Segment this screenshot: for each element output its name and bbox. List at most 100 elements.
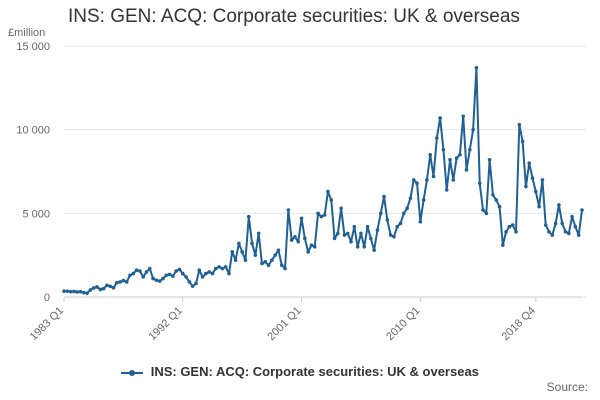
data-point[interactable] [507,224,512,229]
data-point[interactable] [468,147,472,152]
data-point[interactable] [220,266,225,271]
data-point[interactable] [237,241,241,246]
data-point[interactable] [167,272,172,277]
data-point[interactable] [322,213,327,217]
data-point[interactable] [435,136,439,140]
data-point[interactable] [197,268,202,273]
data-point[interactable] [484,211,489,216]
data-point[interactable] [266,263,271,268]
data-point[interactable] [217,265,221,269]
data-point[interactable] [494,198,499,202]
data-point[interactable] [174,269,178,273]
data-point[interactable] [428,152,433,157]
data-point[interactable] [510,223,515,227]
data-point[interactable] [451,178,456,182]
data-point[interactable] [385,218,390,222]
data-point[interactable] [319,214,324,219]
data-point[interactable] [378,211,383,216]
data-point[interactable] [233,258,238,262]
data-point[interactable] [289,238,294,242]
data-point[interactable] [213,266,218,271]
data-point[interactable] [98,287,103,292]
data-point[interactable] [108,284,112,289]
data-point[interactable] [332,236,337,241]
legend[interactable]: INS: GEN: ACQ: Corporate securities: UK … [0,364,600,379]
data-point[interactable] [303,236,307,241]
data-point[interactable] [553,221,558,226]
data-point[interactable] [138,269,142,273]
data-point[interactable] [580,208,584,212]
data-point[interactable] [134,268,139,273]
data-point[interactable] [270,258,274,262]
data-point[interactable] [144,270,149,274]
data-point[interactable] [550,233,555,237]
data-point[interactable] [481,208,485,212]
data-point[interactable] [359,231,363,236]
data-point[interactable] [501,243,505,247]
data-point[interactable] [398,221,403,226]
data-point[interactable] [171,274,175,278]
data-point[interactable] [151,276,155,281]
data-point[interactable] [263,260,268,264]
data-point[interactable] [200,275,205,279]
data-point[interactable] [408,196,413,201]
data-point[interactable] [256,231,261,236]
data-point[interactable] [537,204,541,209]
data-point[interactable] [504,229,508,234]
data-point[interactable] [514,229,518,234]
data-point[interactable] [543,223,548,227]
data-point[interactable] [570,214,574,219]
data-point[interactable] [293,234,297,239]
data-point[interactable] [101,286,106,291]
data-point[interactable] [283,266,287,271]
data-point[interactable] [425,178,429,182]
data-point[interactable] [464,168,469,172]
data-point[interactable] [365,224,370,229]
data-point[interactable] [243,258,248,262]
data-point[interactable] [388,233,393,237]
data-point[interactable] [576,233,581,237]
data-point[interactable] [299,216,304,221]
data-point[interactable] [240,250,244,254]
data-point[interactable] [253,253,258,257]
data-point[interactable] [62,289,66,293]
data-point[interactable] [121,278,126,283]
data-point[interactable] [190,284,195,288]
data-point[interactable] [557,203,561,207]
data-point[interactable] [487,157,492,162]
data-point[interactable] [540,178,545,182]
data-point[interactable] [438,116,442,120]
data-point[interactable] [180,271,185,276]
data-point[interactable] [382,194,386,199]
data-point[interactable] [560,221,564,226]
data-point[interactable] [279,263,284,268]
data-point[interactable] [111,286,116,290]
data-point[interactable] [339,206,343,211]
data-point[interactable] [547,229,551,234]
data-point[interactable] [118,280,122,284]
data-point[interactable] [124,280,129,284]
data-point[interactable] [349,239,353,244]
data-point[interactable] [477,181,482,186]
data-point[interactable] [164,273,169,278]
data-point[interactable] [316,211,320,216]
data-point[interactable] [471,127,475,132]
data-point[interactable] [392,234,396,239]
data-point[interactable] [421,198,426,202]
data-point[interactable] [329,198,334,202]
data-point[interactable] [147,266,152,271]
data-point[interactable] [273,253,277,257]
data-point[interactable] [184,275,188,279]
data-point[interactable] [441,147,446,152]
data-point[interactable] [207,270,211,274]
data-point[interactable] [395,224,400,229]
data-point[interactable] [68,289,73,294]
data-point[interactable] [131,271,136,276]
data-point[interactable] [82,290,86,295]
data-point[interactable] [372,248,376,252]
data-point[interactable] [326,189,330,194]
data-point[interactable] [306,250,310,254]
data-point[interactable] [105,283,109,288]
data-point[interactable] [177,267,182,272]
data-point[interactable] [246,214,251,219]
